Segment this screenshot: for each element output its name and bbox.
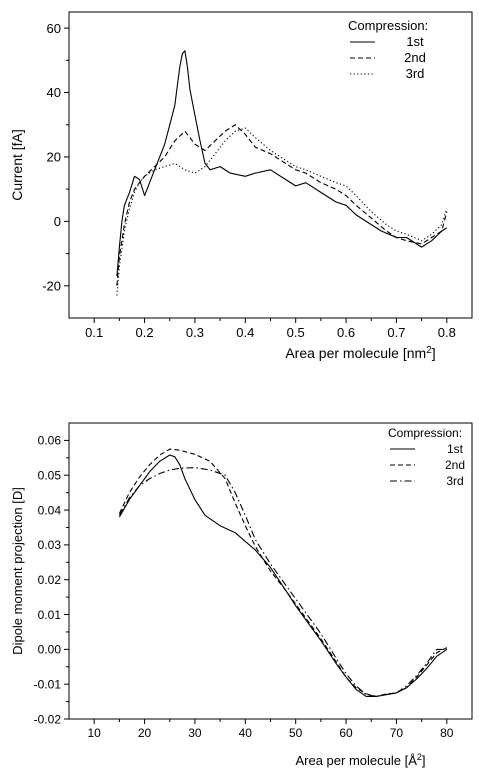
y-tick-label: 0.06 — [38, 434, 62, 448]
x-tick-label: 0.8 — [438, 325, 456, 340]
y-tick-label: -0.02 — [34, 712, 62, 726]
y-axis-label: Dipole moment projection [D] — [10, 487, 25, 655]
y-tick-label: 0.00 — [38, 643, 62, 657]
x-tick-label: 40 — [239, 726, 253, 740]
chart-panel-2: 10 20 30 40 50 60 70 80 -0.02 -0.01 0.00 0.01 0.02 0.… — [10, 422, 473, 768]
series-line-1st — [118, 454, 448, 697]
x-tick-label: 30 — [188, 726, 202, 740]
y-tick-label: 40 — [47, 85, 61, 100]
legend-label-2nd: 2nd — [445, 458, 465, 472]
legend-label-1st: 1st — [406, 34, 424, 49]
legend-label-2nd: 2nd — [404, 50, 426, 65]
x-tick-label: 0.5 — [287, 325, 305, 340]
x-tick-label: 70 — [390, 726, 404, 740]
y-tick-label: 0.01 — [38, 608, 62, 622]
y-tick-label: -20 — [42, 278, 61, 293]
x-tick-label: 0.6 — [337, 325, 355, 340]
x-axis-label: Area per molecule [Å2] — [295, 752, 425, 768]
x-tick-label: 0.4 — [236, 325, 254, 340]
legend-title: Compression: — [348, 18, 428, 33]
x-tick-label: 0.1 — [85, 325, 103, 340]
legend-title: Compression: — [388, 426, 462, 440]
x-tick-label: 0.2 — [136, 325, 154, 340]
series-line-3rd — [118, 467, 447, 697]
series-line-3rd — [116, 127, 448, 296]
chart-panel-1: 0.1 0.2 0.3 0.4 0.5 0.6 0.7 0.8 -20 0 20 40 60 Area p… — [9, 11, 473, 362]
y-tick-label: 20 — [47, 150, 61, 165]
x-tick-label: 10 — [88, 726, 102, 740]
y-tick-label: -0.01 — [34, 677, 62, 691]
y-tick-label: 0.02 — [38, 573, 62, 587]
x-tick-label: 50 — [289, 726, 303, 740]
x-tick-label: 0.7 — [387, 325, 405, 340]
series-line-1st — [116, 50, 448, 277]
x-tick-label: 0.3 — [186, 325, 204, 340]
y-tick-label: 0.04 — [38, 503, 62, 517]
legend: Compression: 1st 2nd 3rd — [388, 426, 465, 488]
y-tick-label: 60 — [47, 21, 61, 36]
x-tick-label: 80 — [440, 726, 454, 740]
series-line-2nd — [116, 124, 448, 286]
x-tick-label: 60 — [339, 726, 353, 740]
x-axis-label: Area per molecule [nm2] — [285, 345, 435, 362]
y-tick-label: 0.03 — [38, 538, 62, 552]
legend-label-3rd: 3rd — [406, 66, 425, 81]
y-tick-label: 0 — [54, 214, 61, 229]
y-tick-label: 0.05 — [38, 469, 62, 483]
legend-label-3rd: 3rd — [446, 474, 463, 488]
y-axis-label: Current [fA] — [9, 129, 25, 201]
series-line-2nd — [118, 448, 448, 697]
legend-label-1st: 1st — [447, 442, 464, 456]
x-tick-label: 20 — [138, 726, 152, 740]
